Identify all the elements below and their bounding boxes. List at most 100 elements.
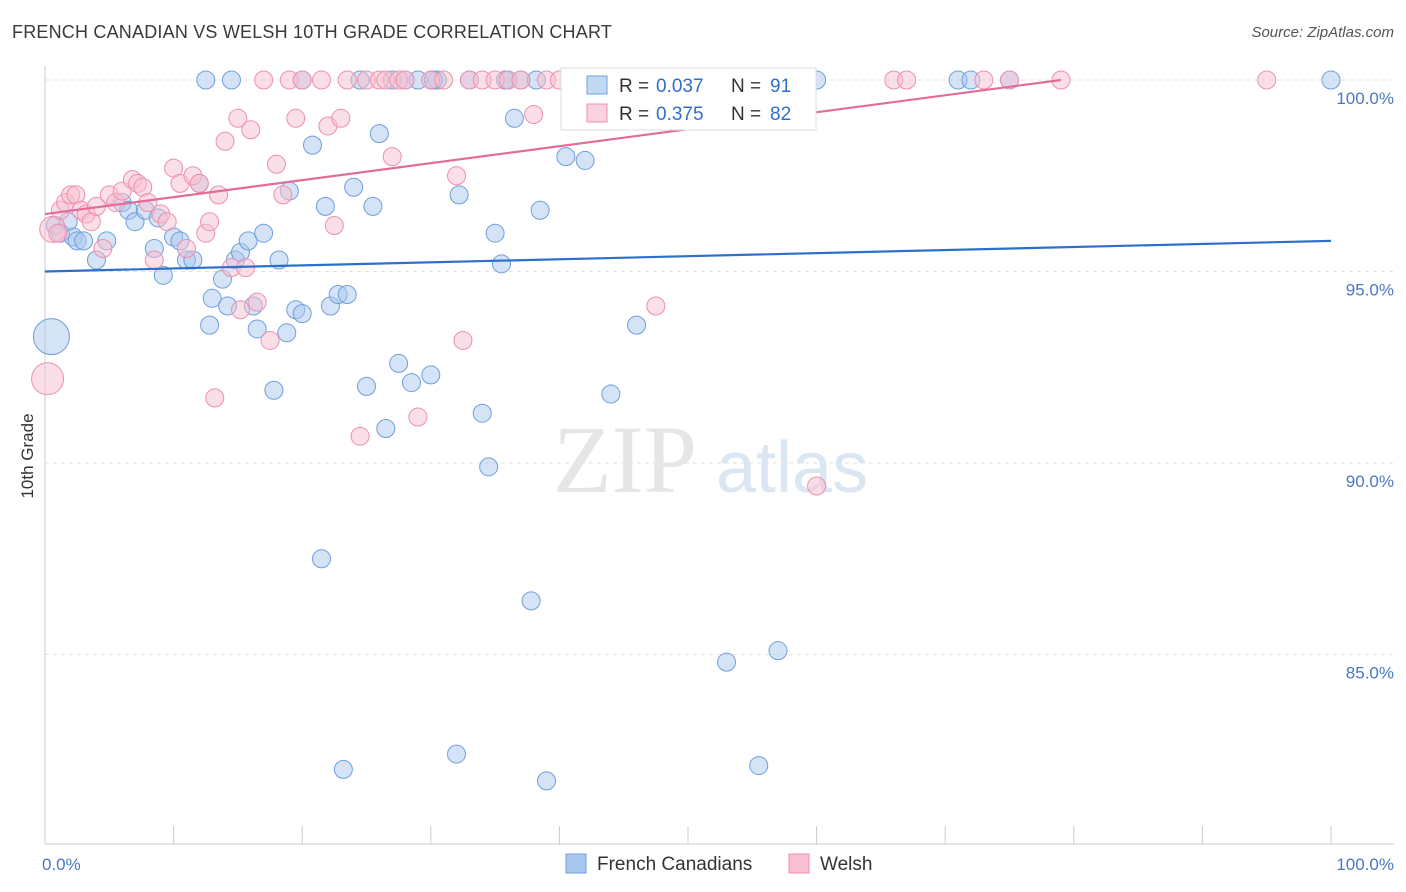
legend-r-value: 0.375 bbox=[656, 104, 704, 125]
data-point bbox=[337, 70, 357, 90]
data-point bbox=[200, 212, 220, 232]
data-point bbox=[408, 407, 428, 427]
data-point bbox=[221, 70, 241, 90]
data-point bbox=[176, 239, 196, 259]
data-point bbox=[717, 652, 737, 672]
legend-label-french-canadians[interactable]: French Canadians bbox=[597, 854, 752, 875]
data-point bbox=[447, 166, 467, 186]
data-point bbox=[241, 120, 261, 140]
data-point bbox=[472, 403, 492, 423]
data-point bbox=[627, 315, 647, 335]
data-point bbox=[575, 150, 595, 170]
source-label: Source: ZipAtlas.com bbox=[1251, 24, 1394, 41]
data-point bbox=[93, 239, 113, 259]
chart-title: FRENCH CANADIAN VS WELSH 10TH GRADE CORR… bbox=[12, 22, 613, 42]
data-point bbox=[32, 318, 70, 356]
grid-lines bbox=[45, 79, 1394, 655]
data-point bbox=[333, 759, 353, 779]
data-point bbox=[479, 457, 499, 477]
data-point bbox=[521, 591, 541, 611]
data-point bbox=[897, 70, 917, 90]
data-point bbox=[215, 131, 235, 151]
data-point bbox=[238, 231, 258, 251]
data-point bbox=[749, 756, 769, 776]
x-tick-label: 0.0% bbox=[42, 855, 81, 874]
trend-lines bbox=[44, 78, 1332, 273]
data-point bbox=[74, 231, 94, 251]
data-point bbox=[31, 362, 65, 396]
data-point bbox=[230, 300, 250, 320]
legend-n-label: N = bbox=[731, 104, 761, 125]
data-point bbox=[205, 388, 225, 408]
data-point bbox=[344, 177, 364, 197]
data-point bbox=[485, 223, 505, 243]
data-point bbox=[277, 323, 297, 343]
data-point bbox=[202, 288, 222, 308]
data-point bbox=[434, 70, 454, 90]
data-point bbox=[315, 196, 335, 216]
trend-line-welsh bbox=[44, 78, 1062, 216]
y-tick-labels: 100.0% 95.0% 90.0% 85.0% bbox=[1336, 89, 1394, 683]
data-point bbox=[395, 70, 415, 90]
data-point bbox=[556, 147, 576, 167]
data-point bbox=[266, 154, 286, 174]
legend-r-label: R = bbox=[619, 104, 649, 125]
y-tick-label: 95.0% bbox=[1346, 281, 1394, 300]
data-point bbox=[200, 315, 220, 335]
data-point bbox=[311, 549, 331, 569]
legend-n-value: 82 bbox=[770, 104, 791, 125]
data-point bbox=[402, 373, 422, 393]
data-point bbox=[209, 185, 229, 205]
legend-n-label: N = bbox=[731, 76, 761, 97]
data-point bbox=[144, 250, 164, 270]
data-point bbox=[331, 108, 351, 128]
stats-legend: R = 0.037 N = 91 R = 0.375 N = 82 bbox=[560, 67, 817, 131]
watermark: ZIP atlas bbox=[553, 406, 868, 513]
data-point bbox=[504, 108, 524, 128]
data-point bbox=[228, 108, 248, 128]
x-tick-label: 100.0% bbox=[1336, 855, 1394, 874]
data-point bbox=[196, 70, 216, 90]
data-point bbox=[273, 185, 293, 205]
data-point bbox=[269, 250, 289, 270]
data-point bbox=[157, 212, 177, 232]
data-point bbox=[357, 376, 376, 396]
data-point bbox=[264, 380, 284, 400]
legend-swatch-french-canadians bbox=[586, 75, 608, 95]
data-point bbox=[311, 70, 331, 90]
data-point bbox=[1257, 70, 1277, 90]
data-point bbox=[449, 185, 469, 205]
data-point bbox=[376, 419, 396, 439]
legend-swatch-welsh[interactable] bbox=[788, 853, 810, 874]
data-point bbox=[286, 108, 306, 128]
data-point bbox=[524, 104, 544, 124]
legend-swatch-french-canadians[interactable] bbox=[565, 853, 587, 874]
data-point bbox=[421, 365, 441, 385]
y-tick-label: 100.0% bbox=[1336, 89, 1394, 108]
data-point bbox=[324, 216, 344, 236]
data-point bbox=[768, 641, 788, 661]
trend-line-french-canadians bbox=[44, 239, 1332, 273]
legend-label-welsh[interactable]: Welsh bbox=[820, 854, 872, 875]
data-point bbox=[511, 70, 531, 90]
data-point bbox=[247, 292, 267, 312]
data-point bbox=[247, 319, 267, 339]
data-point bbox=[369, 124, 389, 144]
data-point bbox=[254, 70, 274, 90]
watermark-atlas: atlas bbox=[716, 428, 868, 508]
y-axis-title: 10th Grade bbox=[18, 413, 37, 498]
data-point bbox=[537, 771, 557, 791]
data-point bbox=[1000, 70, 1019, 90]
data-point bbox=[389, 353, 409, 373]
legend-r-value: 0.037 bbox=[656, 76, 704, 97]
data-point bbox=[350, 426, 370, 446]
data-point bbox=[646, 296, 666, 316]
data-point bbox=[189, 173, 209, 193]
data-point bbox=[530, 200, 550, 220]
y-tick-label: 90.0% bbox=[1346, 472, 1394, 491]
data-point bbox=[453, 330, 473, 350]
data-point bbox=[974, 70, 994, 90]
data-point bbox=[601, 384, 621, 404]
data-point bbox=[254, 223, 274, 243]
